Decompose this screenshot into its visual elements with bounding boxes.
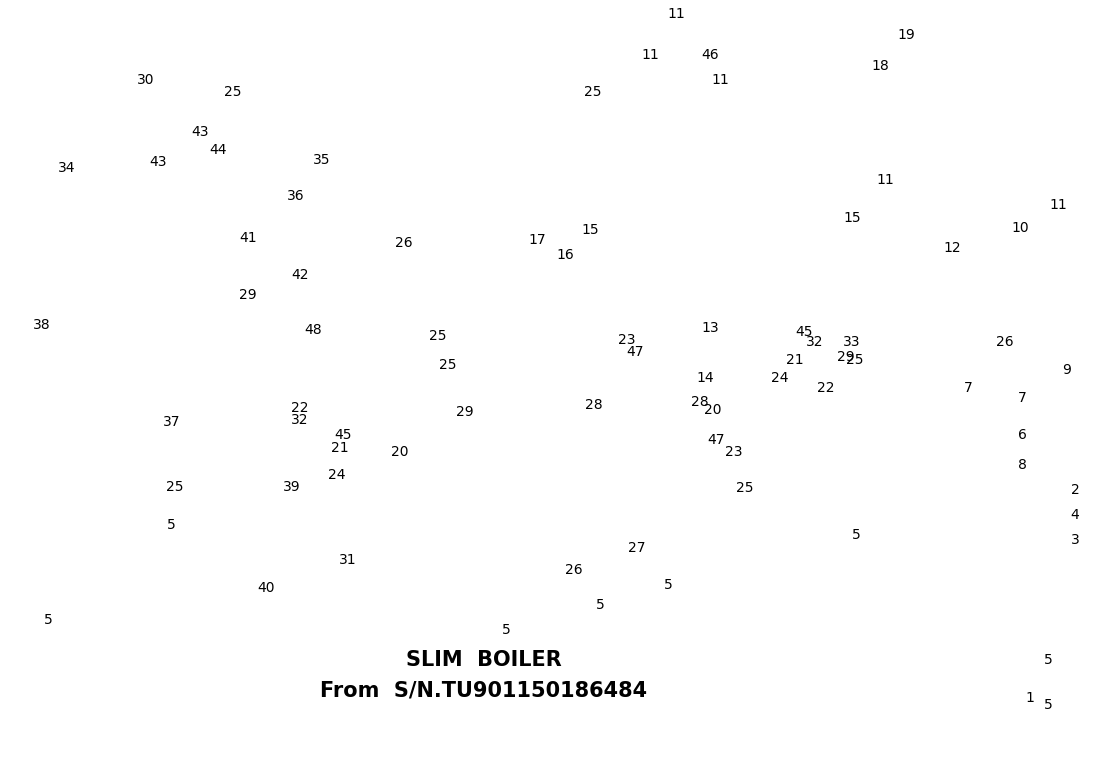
Text: 39: 39: [283, 480, 300, 494]
Text: 11: 11: [641, 48, 659, 62]
Text: 32: 32: [806, 335, 824, 349]
Text: 15: 15: [581, 223, 598, 237]
Text: 7: 7: [1018, 391, 1026, 405]
Text: 30: 30: [138, 73, 155, 87]
Text: 29: 29: [456, 405, 474, 419]
Text: 15: 15: [844, 211, 861, 225]
Text: 47: 47: [626, 345, 644, 359]
Text: 47: 47: [707, 433, 725, 447]
Text: 18: 18: [871, 59, 889, 73]
Text: 27: 27: [628, 541, 646, 555]
Text: 43: 43: [191, 125, 209, 139]
Text: SLIM  BOILER: SLIM BOILER: [406, 650, 562, 670]
Text: 20: 20: [392, 445, 409, 459]
Text: 1: 1: [1025, 691, 1034, 705]
Text: 23: 23: [725, 445, 742, 459]
Text: 25: 25: [429, 329, 447, 343]
Text: 5: 5: [595, 598, 604, 612]
Text: 11: 11: [667, 7, 685, 21]
Text: 14: 14: [696, 371, 714, 385]
Text: 31: 31: [339, 553, 356, 567]
Text: 35: 35: [314, 153, 331, 167]
Text: 25: 25: [584, 85, 602, 99]
Text: 33: 33: [844, 335, 860, 349]
Text: 5: 5: [851, 528, 860, 542]
Text: 5: 5: [44, 613, 53, 627]
Text: 38: 38: [33, 318, 51, 332]
Text: 26: 26: [565, 563, 583, 577]
Text: 46: 46: [701, 48, 718, 62]
Text: 41: 41: [239, 231, 256, 245]
Text: 34: 34: [58, 161, 76, 175]
Text: 13: 13: [701, 321, 718, 335]
Text: 28: 28: [691, 395, 708, 409]
Text: 25: 25: [846, 353, 864, 367]
Text: 5: 5: [1044, 653, 1053, 667]
Text: 44: 44: [209, 143, 227, 157]
Text: 20: 20: [704, 403, 722, 417]
Text: 6: 6: [1018, 428, 1026, 442]
Text: 25: 25: [224, 85, 242, 99]
Text: From  S/N.TU901150186484: From S/N.TU901150186484: [320, 680, 648, 700]
Text: 28: 28: [585, 398, 603, 412]
Text: 23: 23: [618, 333, 636, 347]
Text: 5: 5: [663, 578, 672, 592]
Text: 48: 48: [305, 323, 322, 337]
Text: 43: 43: [150, 155, 167, 169]
Text: 22: 22: [817, 381, 835, 395]
Text: 5: 5: [166, 518, 175, 532]
Text: 17: 17: [528, 233, 546, 247]
Text: 29: 29: [239, 288, 256, 302]
Text: 22: 22: [292, 401, 309, 415]
Text: 40: 40: [257, 581, 275, 595]
Text: 5: 5: [1044, 698, 1053, 712]
Text: 25: 25: [439, 358, 456, 372]
Text: 21: 21: [331, 441, 349, 455]
Text: 12: 12: [943, 241, 960, 255]
Text: 26: 26: [395, 236, 412, 250]
Text: 19: 19: [898, 28, 915, 42]
Text: 2: 2: [1070, 483, 1079, 497]
Text: 25: 25: [736, 481, 754, 495]
Text: 29: 29: [837, 350, 855, 364]
Text: 3: 3: [1070, 533, 1079, 547]
Text: 8: 8: [1018, 458, 1026, 472]
Text: 42: 42: [292, 268, 309, 282]
Text: 11: 11: [876, 173, 894, 187]
Text: 10: 10: [1011, 221, 1028, 235]
Text: 5: 5: [502, 623, 510, 637]
Text: 11: 11: [1049, 198, 1067, 212]
Text: 11: 11: [711, 73, 729, 87]
Text: 9: 9: [1063, 363, 1071, 377]
Text: 45: 45: [334, 428, 352, 442]
Text: 24: 24: [328, 468, 345, 482]
Text: 25: 25: [166, 480, 184, 494]
Text: 26: 26: [997, 335, 1014, 349]
Text: 45: 45: [795, 325, 813, 339]
Text: 24: 24: [771, 371, 789, 385]
Text: 16: 16: [557, 248, 574, 262]
Text: 37: 37: [163, 415, 180, 429]
Text: 4: 4: [1070, 508, 1079, 522]
Text: 36: 36: [287, 189, 305, 203]
Text: 21: 21: [786, 353, 804, 367]
Text: 7: 7: [964, 381, 972, 395]
Text: 32: 32: [292, 413, 309, 427]
